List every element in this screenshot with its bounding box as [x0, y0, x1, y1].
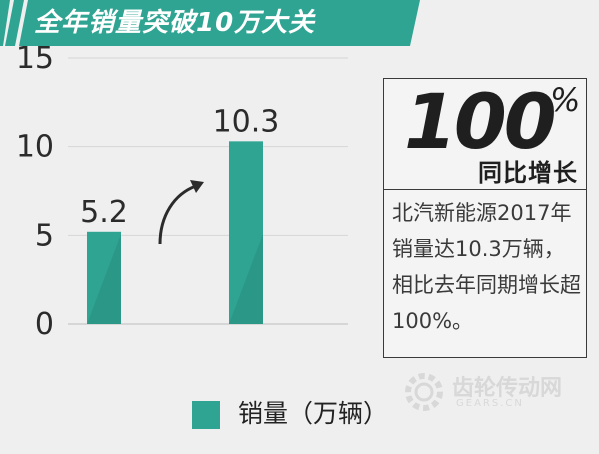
bar [87, 231, 121, 324]
banner-shape [0, 0, 420, 46]
legend-swatch [192, 401, 220, 429]
y-tick-label: 10 [16, 130, 54, 165]
data-label: 5.2 [80, 195, 128, 230]
curved-arrow-icon [158, 184, 197, 245]
banner-bar [19, 0, 420, 46]
watermark-subtext: GEARS.CN [456, 398, 524, 409]
legend-label: 销量（万辆） [238, 399, 389, 428]
header-banner: 全年销量突破10万大关 [0, 0, 599, 46]
callout-body-text: 北汽新能源2017年销量达10.3万辆，相比去年同期增长超100%。 [392, 201, 581, 333]
bar-shade [87, 234, 121, 324]
bar-shade [229, 234, 263, 324]
growth-callout: 100 % 同比增长 北汽新能源2017年销量达10.3万辆，相比去年同期增长超… [383, 78, 587, 358]
banner-stripe-2 [5, 0, 24, 46]
y-tick-label: 0 [35, 307, 54, 342]
banner-stripe-1 [0, 0, 10, 46]
callout-percent-sign: % [550, 81, 581, 119]
y-tick-label: 5 [35, 218, 54, 253]
curved-arrow-head [190, 180, 204, 193]
x-category-label: 2017年 [209, 345, 283, 346]
callout-big-number: 100 [404, 77, 557, 166]
chart-bars: 5.2 10.3 [80, 104, 279, 324]
watermark-text: 齿轮传动网 [452, 376, 563, 401]
watermark: 齿轮传动网 GEARS.CN [400, 368, 562, 420]
x-category-label: 2016年 [67, 345, 141, 346]
callout-subtitle: 同比增长 [478, 159, 578, 187]
gear-icon [405, 373, 443, 411]
bar [229, 141, 263, 324]
data-label: 10.3 [213, 104, 280, 139]
bar-chart: 0 5 10 15 5.2 10.3 2016年 2017年 [16, 46, 348, 346]
y-tick-label: 15 [16, 46, 54, 76]
callout-divider [384, 189, 586, 190]
y-axis-ticks: 0 5 10 15 [16, 46, 54, 342]
x-axis-labels: 2016年 2017年 [67, 345, 283, 346]
page-title: 全年销量突破10万大关 [34, 8, 316, 38]
